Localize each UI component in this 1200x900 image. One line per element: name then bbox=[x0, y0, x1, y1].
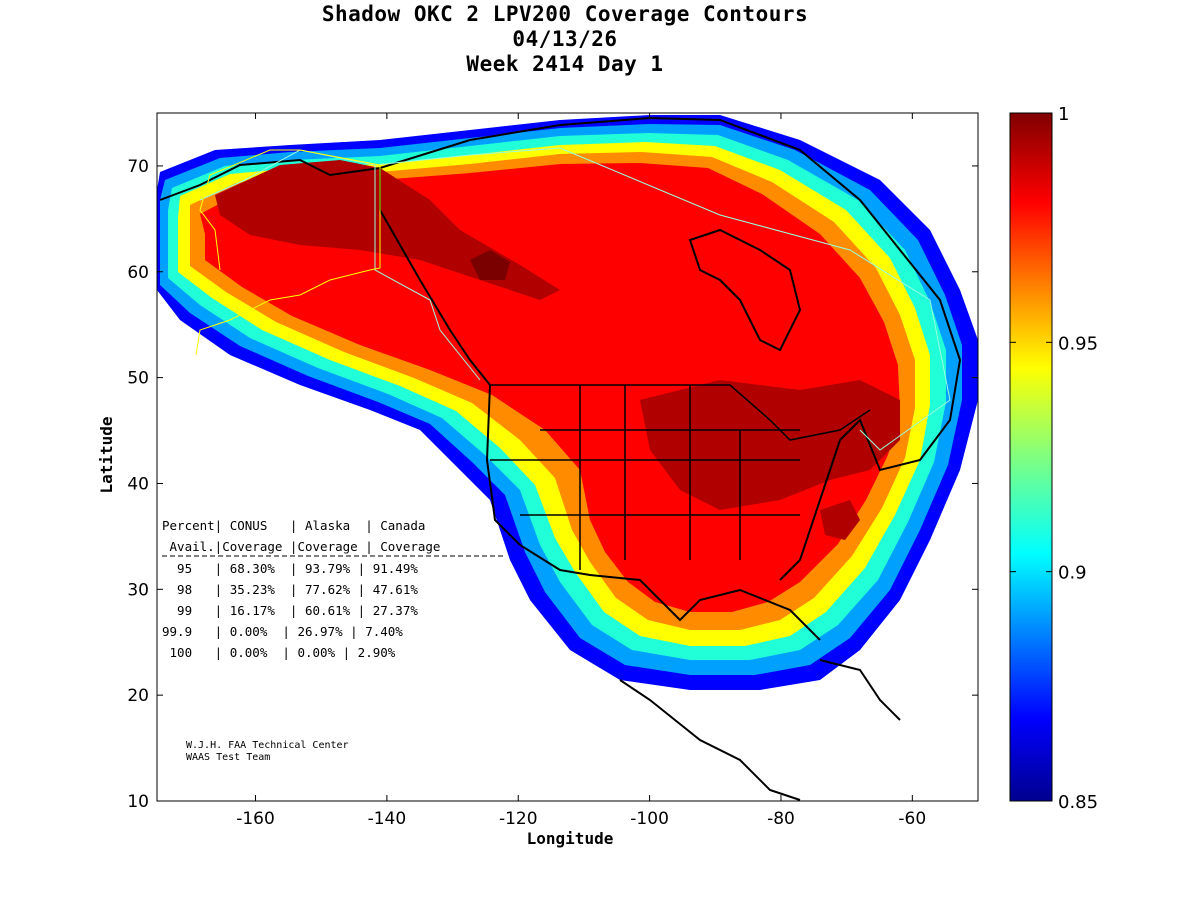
stats-table: Percent| CONUS | Alaska | Canada Avail.|… bbox=[162, 518, 503, 660]
stats-row: 98 | 35.23% | 77.62% | 47.61% bbox=[162, 582, 418, 597]
plot-title: Shadow OKC 2 LPV200 Coverage Contours bbox=[321, 2, 809, 26]
x-tick-label: -120 bbox=[499, 809, 538, 829]
x-tick-label: -60 bbox=[898, 809, 926, 829]
credit-line-1: W.J.H. FAA Technical Center bbox=[186, 740, 349, 751]
x-tick-label: -140 bbox=[368, 809, 407, 829]
stats-row: 99 | 16.17% | 60.61% | 27.37% bbox=[162, 603, 418, 618]
y-tick-label: 70 bbox=[127, 157, 149, 177]
y-tick-label: 20 bbox=[127, 686, 149, 706]
plot-week-day: Week 2414 Day 1 bbox=[466, 52, 664, 76]
colorbar-ticks: 0.85 0.9 0.95 1 bbox=[1010, 104, 1098, 813]
colorbar-frame bbox=[1009, 112, 1053, 802]
x-tick-label: -80 bbox=[767, 809, 795, 829]
credit-line-2: WAAS Test Team bbox=[186, 752, 270, 763]
y-axis-label: Latitude bbox=[97, 416, 116, 493]
y-tick-label: 10 bbox=[127, 792, 149, 812]
colorbar-tick-label: 1 bbox=[1058, 104, 1069, 125]
state-borders bbox=[490, 384, 871, 570]
colorbar-tick-label: 0.85 bbox=[1058, 792, 1098, 813]
map-layers bbox=[157, 113, 978, 801]
y-axis: 10 20 30 40 50 60 70 bbox=[127, 157, 978, 812]
stats-header-1: Percent| CONUS | Alaska | Canada bbox=[162, 518, 425, 533]
stats-row: 95 | 68.30% | 93.79% | 91.49% bbox=[162, 561, 418, 576]
alaska-outline bbox=[195, 149, 381, 356]
coverage-band-100d bbox=[820, 500, 860, 540]
coverage-band-100b bbox=[640, 380, 900, 510]
y-tick-label: 60 bbox=[127, 263, 149, 283]
x-axis-label: Longitude bbox=[527, 829, 614, 848]
stats-row: 100 | 0.00% | 0.00% | 2.90% bbox=[162, 645, 396, 660]
coverage-band-100c bbox=[470, 250, 510, 280]
plot-date: 04/13/26 bbox=[512, 27, 618, 51]
y-tick-label: 30 bbox=[127, 580, 149, 600]
y-tick-label: 50 bbox=[127, 369, 149, 389]
y-tick-label: 40 bbox=[127, 474, 149, 494]
colorbar-tick-label: 0.9 bbox=[1058, 563, 1087, 584]
axes-frame bbox=[156, 112, 979, 802]
x-axis: -160 -140 -120 -100 -80 -60 bbox=[236, 113, 926, 829]
x-tick-label: -100 bbox=[630, 809, 669, 829]
x-tick-label: -160 bbox=[236, 809, 275, 829]
region-outline bbox=[199, 147, 951, 451]
colorbar-tick-label: 0.95 bbox=[1058, 333, 1098, 354]
colorbar bbox=[1010, 113, 1052, 801]
coastlines bbox=[159, 116, 962, 801]
stats-header-2: Avail.|Coverage |Coverage | Coverage bbox=[162, 539, 440, 554]
stats-row: 99.9 | 0.00% | 26.97% | 7.40% bbox=[162, 624, 403, 639]
